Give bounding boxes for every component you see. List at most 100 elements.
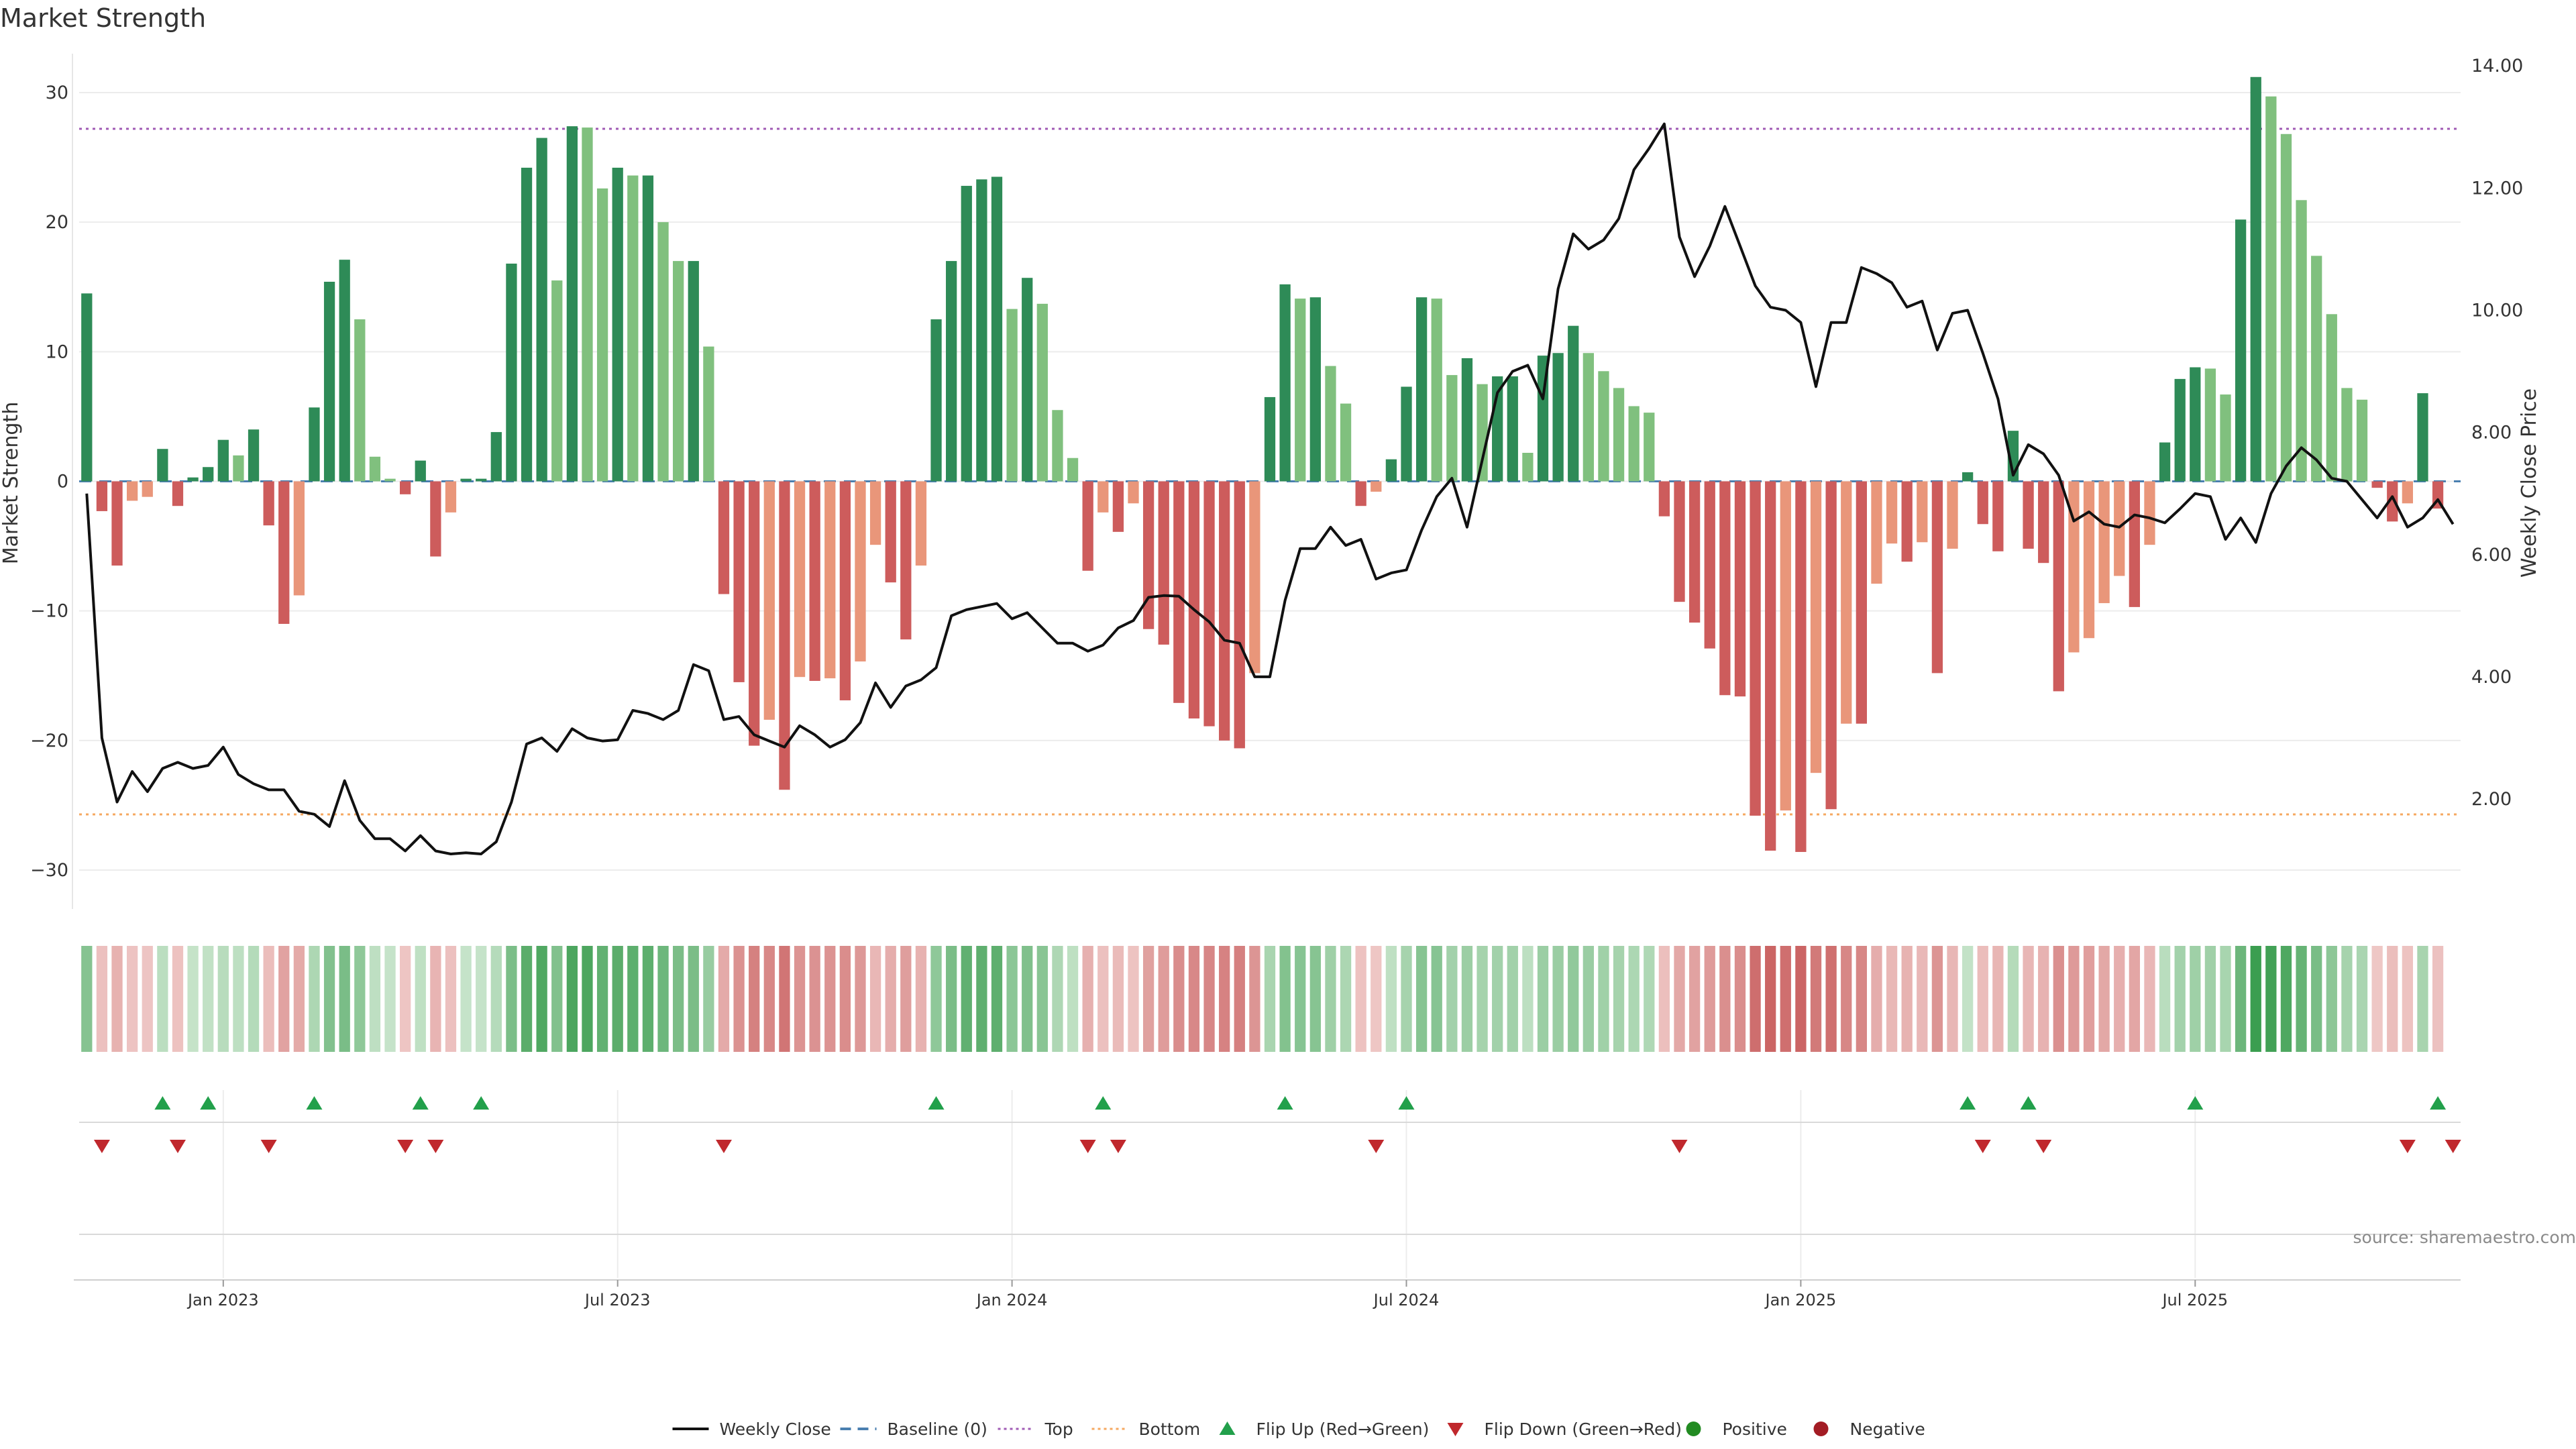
strength-bar [1568, 325, 1579, 482]
y-tick-label: −20 [30, 731, 68, 751]
y2-tick-label: 10.00 [2471, 301, 2523, 321]
strength-bar [718, 481, 730, 594]
y-tick-label: 20 [46, 212, 68, 233]
heat-cell [2371, 946, 2383, 1052]
strength-bar [1295, 299, 1306, 482]
heat-cell [1477, 946, 1488, 1052]
strength-bar [1856, 481, 1867, 724]
heat-cell [1128, 946, 1139, 1052]
heat-cell [1795, 946, 1807, 1052]
strength-bar [187, 477, 199, 482]
heat-cell [1947, 946, 1958, 1052]
heat-cell [2190, 946, 2201, 1052]
heat-cell [2235, 946, 2247, 1052]
heat-cell [1628, 946, 1640, 1052]
strength-bar [1401, 386, 1412, 482]
strength-bar [1644, 413, 1655, 482]
heat-cell [627, 946, 639, 1052]
heat-cell [96, 946, 108, 1052]
flip-up-marker [928, 1096, 945, 1110]
strength-bar [217, 439, 229, 482]
heat-cell [2311, 946, 2322, 1052]
heat-cell [157, 946, 168, 1052]
strength-bar [2159, 442, 2171, 482]
flip-up-marker [1095, 1096, 1112, 1110]
strength-bar [111, 481, 123, 566]
heat-cell [1052, 946, 1063, 1052]
flip-up-marker [2430, 1096, 2447, 1110]
heat-cell [839, 946, 851, 1052]
y-tick-label: 0 [57, 472, 68, 492]
strength-bar [1917, 481, 1928, 543]
strength-bar [142, 481, 153, 497]
strength-bar [551, 280, 563, 482]
strength-bar [323, 282, 335, 482]
heat-cell [961, 946, 972, 1052]
y-tick-label: −10 [30, 601, 68, 622]
strength-bar [1810, 481, 1822, 773]
heat-cell [309, 946, 320, 1052]
heat-cell [2083, 946, 2095, 1052]
heat-cell [809, 946, 820, 1052]
heat-cell [1309, 946, 1321, 1052]
strength-bar [1355, 481, 1366, 506]
strength-bar [339, 260, 350, 482]
strength-bar [2265, 96, 2277, 482]
heat-cell [1537, 946, 1549, 1052]
strength-bar [1765, 481, 1776, 851]
heat-cell [1461, 946, 1473, 1052]
strength-bar [582, 127, 593, 482]
heat-cell [1219, 946, 1230, 1052]
strength-bar [1795, 481, 1807, 852]
strength-bar [2311, 256, 2322, 482]
legend-item: Negative [1813, 1419, 1925, 1439]
heat-cell [703, 946, 714, 1052]
strength-bar [2326, 314, 2337, 482]
heat-cell [1446, 946, 1458, 1052]
heat-cell [2387, 946, 2398, 1052]
strength-bar [233, 455, 244, 482]
heat-cell [415, 946, 426, 1052]
heat-cell [1734, 946, 1746, 1052]
heat-cell [2038, 946, 2049, 1052]
heat-cell [2265, 946, 2277, 1052]
heat-cell [657, 946, 669, 1052]
heat-cell [1644, 946, 1655, 1052]
strength-bar [1658, 481, 1670, 517]
heat-cell [1067, 946, 1079, 1052]
strength-bar [1431, 299, 1442, 482]
flip-down-marker [169, 1140, 186, 1153]
heat-cell [2220, 946, 2231, 1052]
heat-cell [1022, 946, 1033, 1052]
strength-bar [1977, 481, 1988, 525]
heat-cell [2114, 946, 2125, 1052]
heat-cell [1112, 946, 1124, 1052]
strength-bar [566, 126, 578, 482]
heat-cell [2280, 946, 2292, 1052]
strength-bar [2280, 133, 2292, 482]
strength-bar [172, 481, 184, 506]
strength-bar [1901, 481, 1913, 562]
strength-bar [2250, 76, 2261, 482]
strength-bar [976, 179, 987, 482]
heat-cell [1765, 946, 1776, 1052]
flip-down-marker [427, 1140, 444, 1153]
legend-label: Positive [1723, 1419, 1787, 1439]
strength-bar [2114, 481, 2125, 576]
flip-up-marker [412, 1096, 429, 1110]
flip-down-marker [2399, 1140, 2416, 1153]
strength-bar [1022, 278, 1033, 482]
heat-cell [2129, 946, 2140, 1052]
heat-cell [688, 946, 699, 1052]
date-axis: Jan 2023 Jul 2023 Jan 2024 Jul 2024 Jan 2025… [74, 1279, 2461, 1309]
heat-cell [506, 946, 517, 1052]
strength-bar [1112, 481, 1124, 532]
heat-cell [2417, 946, 2428, 1052]
heat-cell [1688, 946, 1701, 1052]
heat-cell [1613, 946, 1625, 1052]
strength-bar [2220, 394, 2231, 482]
y-tick-label: −30 [30, 860, 68, 881]
strength-bar [278, 481, 290, 624]
strength-bar [1780, 481, 1791, 811]
strength-bar [2098, 481, 2110, 604]
